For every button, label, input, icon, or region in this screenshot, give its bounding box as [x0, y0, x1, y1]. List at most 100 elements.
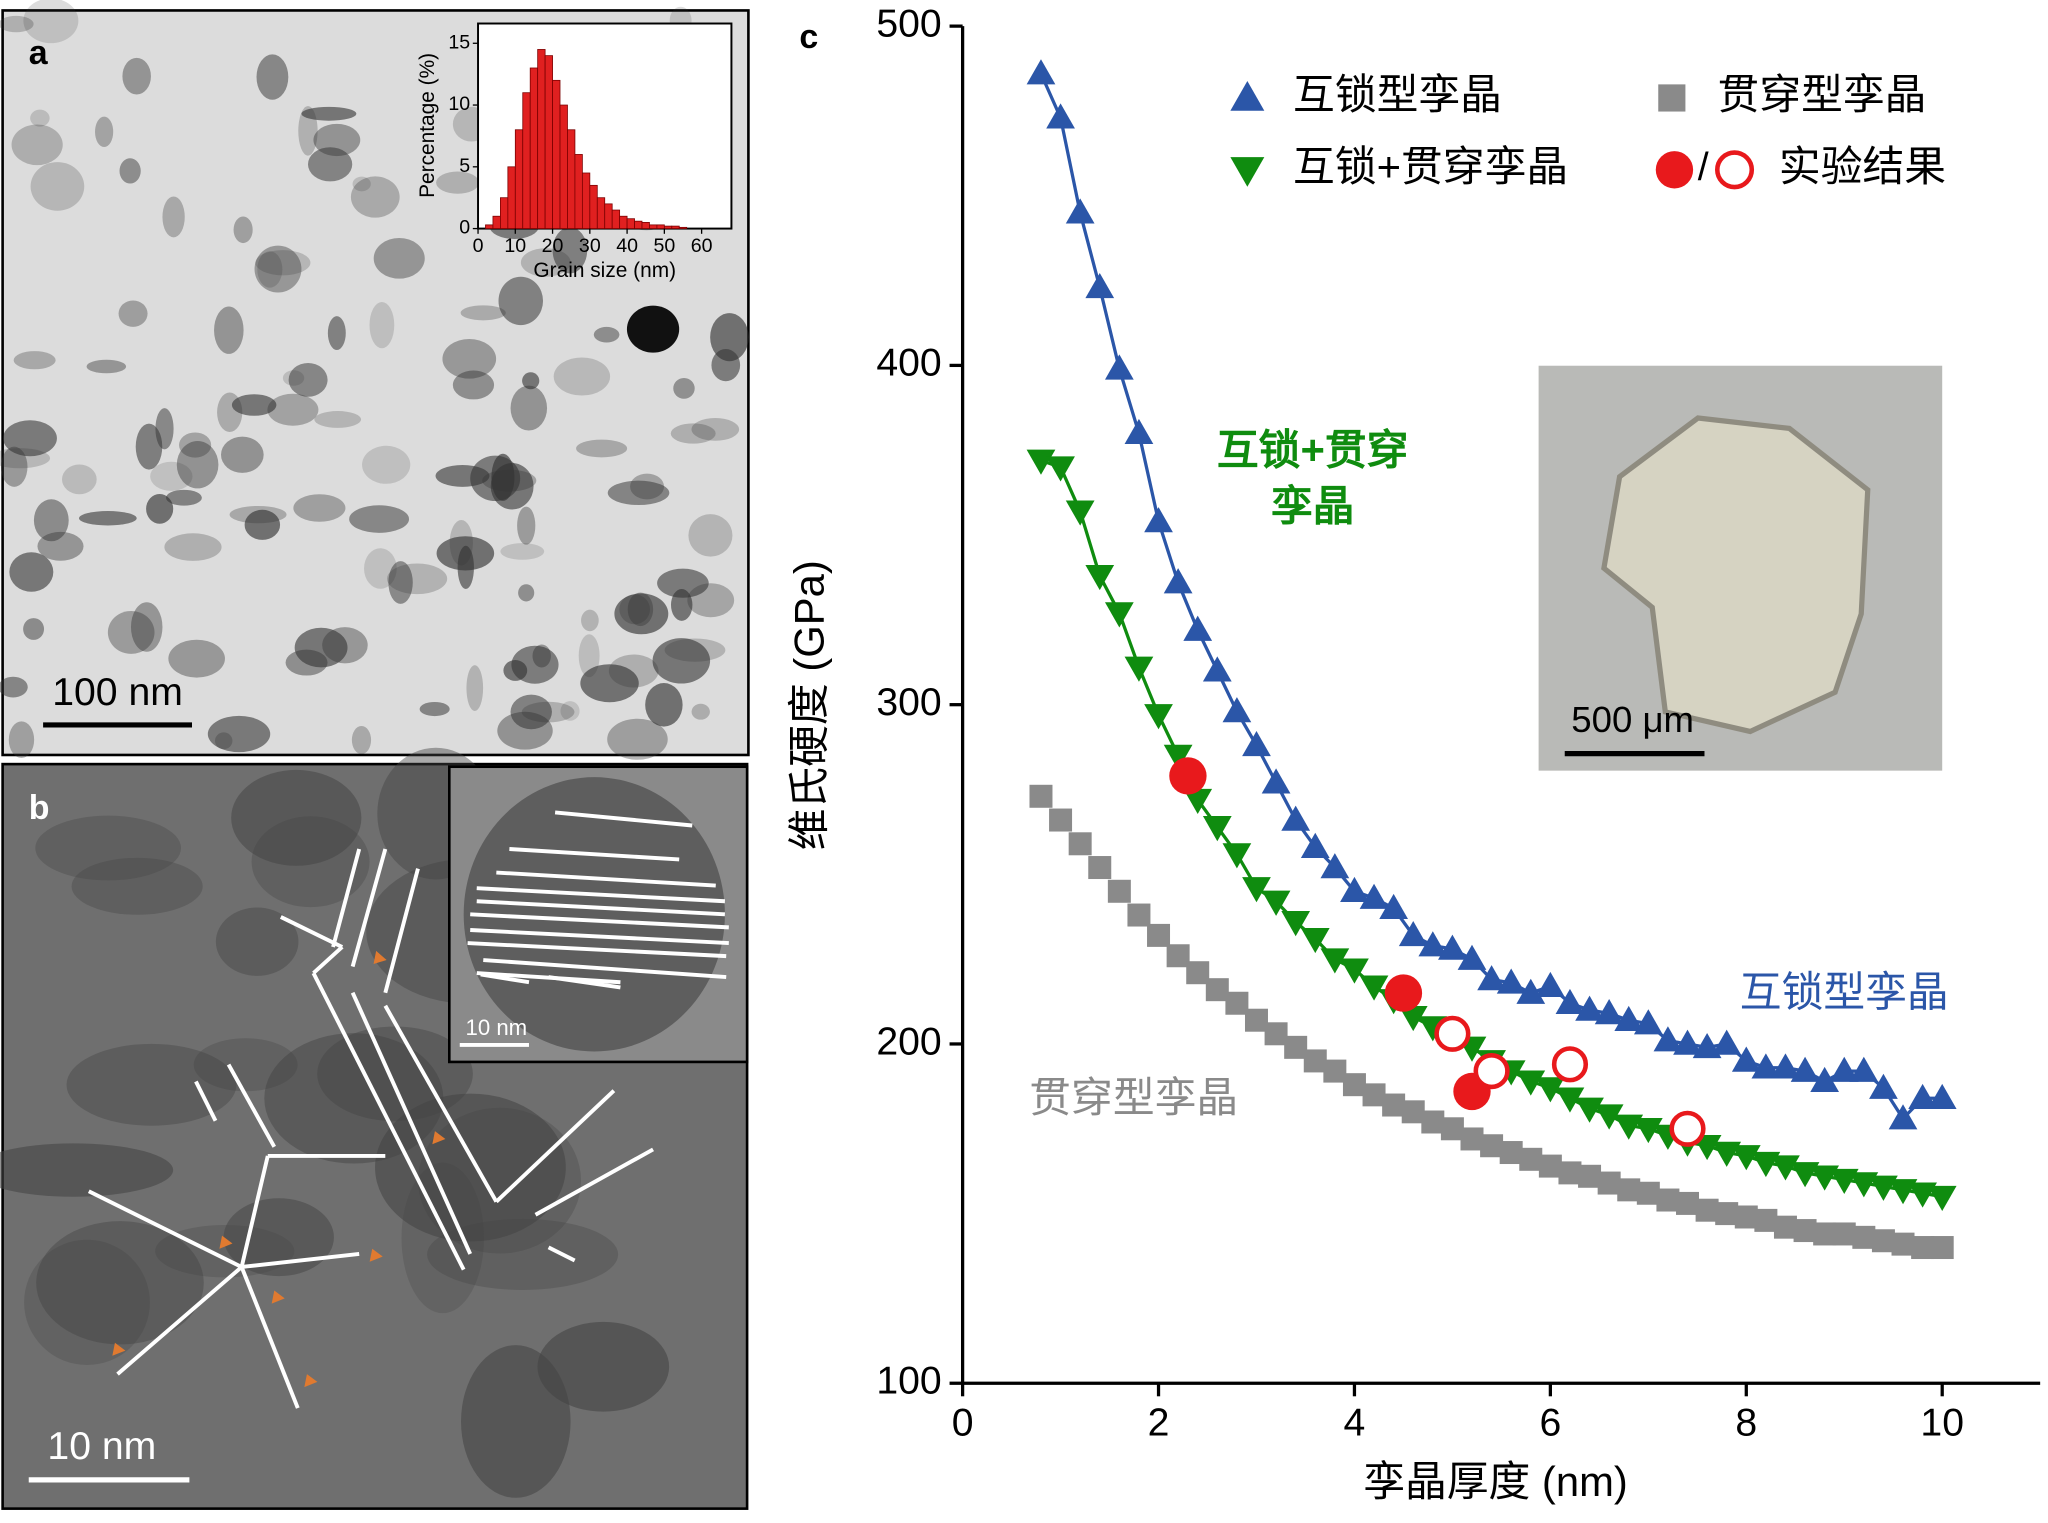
grain: [670, 423, 716, 444]
marker: [1046, 456, 1075, 482]
grain: [350, 176, 400, 218]
grain: [657, 568, 709, 598]
y-tick-label: 0: [459, 217, 470, 239]
scale-text: 100 nm: [52, 671, 183, 714]
y-tick-label: 400: [876, 342, 941, 385]
grain: [518, 584, 535, 602]
marker: [1771, 1053, 1800, 1079]
marker: [1340, 958, 1369, 984]
grain: [552, 227, 588, 274]
grain: [466, 665, 484, 712]
marker: [1555, 988, 1585, 1015]
marker: [1655, 151, 1694, 189]
bar: [634, 220, 643, 229]
grain: [645, 683, 683, 727]
marker: [1026, 449, 1056, 475]
grain: [179, 432, 212, 458]
grain: [463, 777, 725, 1052]
grain: [710, 313, 749, 362]
marker: [1669, 1110, 1706, 1147]
grain: [282, 370, 305, 386]
grain: [217, 392, 243, 433]
marker: [1538, 1154, 1562, 1178]
bar: [596, 197, 606, 229]
bar: [522, 92, 531, 229]
grain: [214, 306, 244, 354]
marker: [1382, 1093, 1406, 1117]
grain: [8, 721, 35, 758]
marker: [1676, 1191, 1700, 1215]
marker: [1284, 1035, 1308, 1059]
grain: [500, 543, 545, 560]
annotation: 贯穿型孪晶: [1029, 1074, 1238, 1121]
bar: [656, 224, 665, 229]
grain: [62, 464, 97, 495]
marker: [1147, 923, 1171, 947]
grain: [135, 423, 163, 470]
y-tick-label: 300: [876, 681, 941, 724]
bar: [619, 215, 628, 229]
grain: [578, 634, 600, 678]
legend-label: 互锁型孪晶: [1293, 71, 1502, 118]
legend-label: 贯穿型孪晶: [1718, 71, 1927, 118]
marker: [1734, 1205, 1758, 1229]
marker: [1575, 995, 1604, 1021]
scale-text: 10 nm: [465, 1015, 527, 1040]
marker: [1617, 1178, 1641, 1202]
grain: [257, 251, 283, 288]
y-tick-label: 100: [876, 1360, 941, 1403]
grain: [3, 420, 57, 457]
marker: [1186, 961, 1210, 985]
marker: [1499, 1141, 1523, 1165]
grain: [522, 372, 540, 390]
grain: [614, 593, 669, 635]
grain: [244, 509, 281, 540]
marker: [1751, 1053, 1781, 1079]
grain: [511, 645, 559, 684]
grain: [401, 1162, 484, 1314]
marker: [1049, 808, 1073, 832]
x-tick-label: 30: [579, 235, 601, 257]
marker: [1551, 1046, 1589, 1083]
grain: [375, 1093, 566, 1242]
marker: [1731, 1145, 1761, 1171]
x-tick-label: 4: [1344, 1401, 1366, 1444]
annotation: 孪晶: [1271, 482, 1355, 529]
marker: [1480, 1134, 1504, 1158]
marker: [1558, 1161, 1582, 1185]
marker: [1832, 1222, 1856, 1246]
x-tick-label: 10: [504, 235, 526, 257]
grain: [560, 701, 580, 721]
bar: [611, 209, 621, 229]
grain: [30, 109, 50, 127]
grain: [301, 106, 357, 121]
marker: [1594, 1104, 1624, 1130]
grain: [691, 703, 710, 720]
marker: [1379, 893, 1408, 920]
grain: [652, 638, 711, 684]
marker: [1088, 856, 1112, 880]
marker: [1457, 944, 1487, 970]
marker: [1911, 1236, 1935, 1260]
marker: [1183, 788, 1213, 815]
marker: [1418, 931, 1448, 957]
marker: [1398, 921, 1428, 947]
marker: [1695, 1198, 1719, 1222]
marker: [1653, 1026, 1683, 1052]
marker: [1401, 1100, 1425, 1124]
grain: [164, 533, 222, 561]
grain: [13, 351, 56, 370]
grain: [537, 1321, 670, 1412]
grain: [688, 514, 733, 557]
marker: [1104, 602, 1134, 628]
marker: [1633, 1118, 1663, 1144]
grain: [664, 638, 726, 662]
grain: [193, 1038, 298, 1092]
bar: [500, 197, 509, 229]
marker: [1575, 1097, 1604, 1123]
grain: [223, 1198, 334, 1277]
x-tick-label: 0: [952, 1401, 974, 1444]
crystal: [1601, 415, 1871, 735]
marker: [1438, 934, 1467, 960]
